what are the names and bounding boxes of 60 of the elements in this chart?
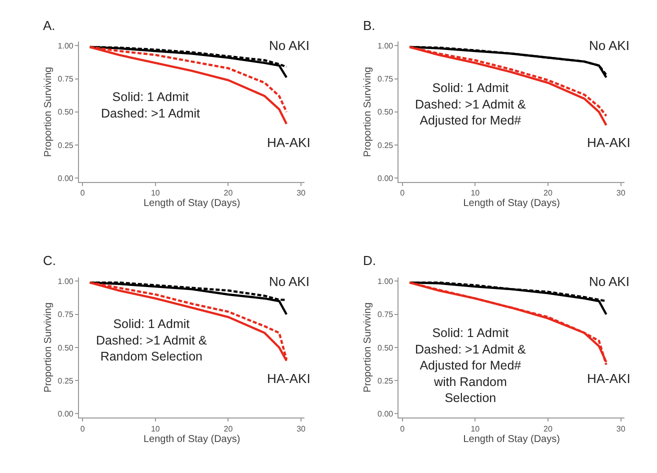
annotation: No AKI <box>589 38 630 53</box>
x-tick-label: 20 <box>544 188 554 198</box>
y-tick-label: 0.25 <box>378 376 394 386</box>
x-axis-title: Length of Stay (Days) <box>463 434 560 445</box>
y-tick-label: 0.50 <box>378 108 394 117</box>
y-tick-label: 1.00 <box>378 277 394 286</box>
y-axis-title: Proportion Surviving <box>362 66 374 157</box>
y-tick-label: 1.00 <box>58 41 74 50</box>
annotation: HA-AKI <box>587 371 630 386</box>
x-tick-label: 20 <box>544 424 554 434</box>
chart-title: A. <box>43 18 56 33</box>
x-tick-label: 10 <box>470 424 480 434</box>
annotation: Solid: 1 Admit Dashed: >1 Admit & Adjusted for Med# with Random Selection <box>415 326 526 405</box>
x-tick-label: 30 <box>296 188 306 198</box>
annotation: No AKI <box>269 274 310 289</box>
chart-title: B. <box>363 18 376 33</box>
y-tick-label: 0.75 <box>378 74 394 84</box>
y-axis-title: Proportion Surviving <box>42 302 54 393</box>
y-tick-label: 0.50 <box>58 343 74 352</box>
x-tick-label: 10 <box>150 188 160 198</box>
y-tick-label: 0.00 <box>58 410 74 419</box>
x-tick-label: 20 <box>224 188 234 198</box>
x-tick-label: 0 <box>400 424 406 434</box>
x-tick-label: 0 <box>400 188 406 198</box>
x-tick-label: 10 <box>150 424 160 434</box>
y-tick-label: 0.25 <box>378 140 394 150</box>
x-tick-label: 30 <box>296 424 306 434</box>
y-tick-label: 0.75 <box>58 74 74 84</box>
annotation: No AKI <box>269 38 310 53</box>
x-tick-label: 20 <box>224 424 234 434</box>
x-tick-label: 10 <box>470 188 480 198</box>
y-tick-label: 0.00 <box>378 410 394 419</box>
annotation: Solid: 1 Admit Dashed: >1 Admit & Adjusted for Med# <box>415 81 526 128</box>
chart-title: D. <box>363 253 376 268</box>
x-axis-title: Length of Stay (Days) <box>463 198 560 210</box>
x-axis-title: Length of Stay (Days) <box>143 434 240 445</box>
y-tick-label: 0.00 <box>378 174 394 183</box>
chart-title: C. <box>43 253 56 268</box>
annotation: Solid: 1 Admit Dashed: >1 Admit <box>101 90 201 120</box>
annotation: HA-AKI <box>587 135 630 150</box>
annotation: Solid: 1 Admit Dashed: >1 Admit & Random Selection <box>96 317 208 364</box>
x-tick-label: 0 <box>80 188 86 198</box>
annotation: HA-AKI <box>267 371 310 386</box>
y-tick-label: 0.25 <box>58 140 74 150</box>
y-axis-title: Proportion Surviving <box>42 66 54 157</box>
y-tick-label: 1.00 <box>378 41 394 50</box>
y-tick-label: 0.50 <box>378 343 394 352</box>
annotation: No AKI <box>589 274 630 289</box>
y-tick-label: 0.50 <box>58 108 74 117</box>
y-tick-label: 0.00 <box>58 174 74 183</box>
x-tick-label: 30 <box>616 424 626 434</box>
y-tick-label: 0.25 <box>58 376 74 386</box>
y-tick-label: 0.75 <box>58 310 74 320</box>
y-axis-title: Proportion Surviving <box>362 302 374 393</box>
x-axis-title: Length of Stay (Days) <box>143 198 240 210</box>
x-tick-label: 0 <box>80 424 86 434</box>
y-tick-label: 0.75 <box>378 310 394 320</box>
y-tick-label: 1.00 <box>58 277 74 286</box>
x-tick-label: 30 <box>616 188 626 198</box>
annotation: HA-AKI <box>267 135 310 150</box>
